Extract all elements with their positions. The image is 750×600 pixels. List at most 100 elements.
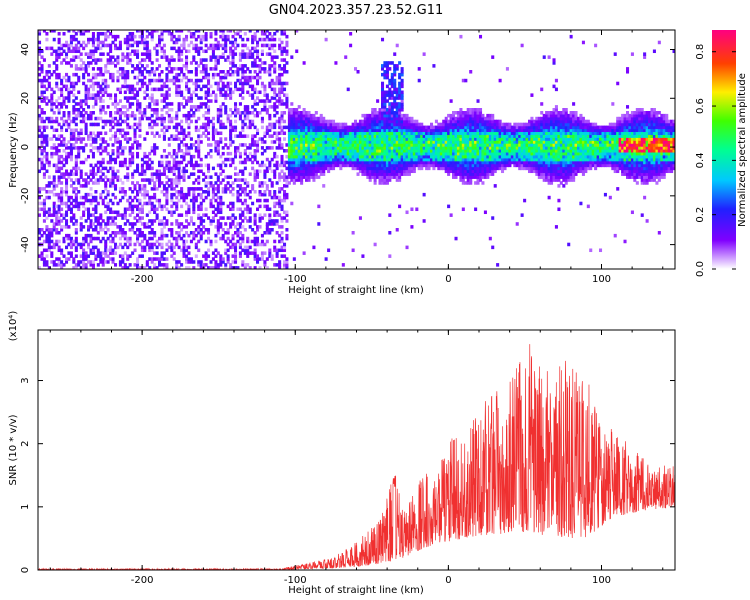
spectrogram-cell	[118, 111, 122, 115]
spectrogram-cell	[292, 122, 296, 127]
spectrogram-cell	[354, 122, 358, 127]
spectrogram-cell	[101, 78, 105, 83]
spectrogram-cell	[295, 137, 299, 141]
spectrogram-cell	[72, 137, 76, 141]
spectrogram-cell	[407, 137, 411, 141]
spectrogram-cell	[388, 143, 392, 147]
spectrogram-cell	[170, 166, 174, 171]
spectrogram-cell	[72, 181, 76, 185]
spectrogram-cell	[91, 245, 95, 250]
spectrogram-cell	[65, 233, 69, 238]
spectrogram-cell	[297, 119, 301, 124]
spectrogram-cell	[427, 146, 431, 150]
spectrogram-cell	[57, 75, 61, 80]
spectrogram-cell	[332, 160, 336, 165]
spectrogram-cell	[317, 128, 321, 133]
spectrogram-cell	[253, 140, 257, 144]
spectrogram-cell	[295, 151, 299, 156]
spectrogram-cell	[45, 137, 49, 141]
spectrogram-cell	[219, 201, 223, 206]
spectrogram-cell	[128, 222, 132, 226]
spectrogram-cell	[121, 233, 125, 238]
spectrogram-cell	[109, 72, 113, 77]
spectrogram-cell	[400, 67, 404, 71]
spectrogram-cell	[55, 204, 59, 209]
spectrogram-cell	[104, 187, 108, 191]
spectrogram-cell	[136, 151, 140, 156]
spectrogram-cell	[167, 30, 171, 33]
spectrogram-cell	[283, 263, 287, 267]
spectrogram-cell	[128, 187, 132, 191]
spectrogram-cell	[170, 70, 174, 74]
spectrogram-cell	[229, 263, 233, 267]
spectrogram-cell	[256, 102, 260, 106]
spectrogram-cell	[65, 154, 69, 159]
spectrogram-cell	[366, 149, 370, 153]
spectrogram-cell	[356, 154, 360, 159]
spectrogram-cell	[194, 119, 198, 124]
spectrogram-cell	[104, 195, 108, 200]
spectrogram-cell	[116, 210, 120, 215]
spectrogram-cell	[170, 231, 174, 235]
spectrogram-cell	[393, 102, 397, 106]
spectrogram-cell	[236, 111, 240, 115]
spectrogram-cell	[87, 64, 91, 68]
spectrogram-cell	[79, 254, 83, 258]
spectrogram-cell	[283, 125, 287, 130]
spectrogram-cell	[260, 52, 264, 56]
spectrogram-cell	[278, 266, 282, 269]
spectrogram-cell	[150, 242, 154, 247]
spectrogram-cell	[38, 105, 42, 109]
spectrogram-cell	[444, 157, 448, 162]
spectrogram-cell	[207, 116, 211, 121]
spectrogram-cell	[219, 254, 223, 258]
spectrogram-cell	[270, 219, 274, 223]
spectrogram-cell	[72, 116, 76, 121]
spectrogram-cell	[300, 116, 304, 121]
spectrogram-cell	[72, 213, 76, 217]
spectrogram-cell	[390, 166, 394, 171]
spectrogram-cell	[172, 67, 176, 71]
spectrogram-cell	[405, 125, 409, 130]
spectrogram-cell	[319, 163, 323, 168]
spectrogram-cell	[165, 266, 169, 269]
spectrogram-cell	[69, 242, 73, 247]
spectrogram-cell	[283, 137, 287, 141]
spectrogram-cell	[197, 192, 201, 197]
spectrogram-cell	[442, 131, 446, 136]
spectrogram-cell	[248, 49, 252, 54]
spectrogram-cell	[336, 154, 340, 159]
spectrogram-cell	[234, 113, 238, 118]
spectrogram-cell	[234, 37, 238, 42]
spectrogram-cell	[214, 181, 218, 185]
spectrogram-cell	[373, 172, 377, 176]
spectrogram-cell	[192, 266, 196, 269]
spectrogram-cell	[216, 84, 220, 89]
spectrogram-cell	[74, 195, 78, 200]
spectrogram-cell	[305, 119, 309, 124]
spectrogram-cell	[432, 64, 436, 68]
spectrogram-cell	[133, 40, 137, 45]
spectrogram-cell	[285, 102, 289, 106]
spectrogram-cell	[153, 231, 157, 235]
spectrogram-cell	[393, 131, 397, 136]
spectrogram-cell	[344, 137, 348, 141]
spectrogram-cell	[216, 225, 220, 229]
spectrogram-cell	[45, 239, 49, 244]
spectrogram-cell	[42, 201, 46, 206]
spectrogram-cell	[187, 87, 191, 92]
spectrogram-cell	[388, 81, 392, 86]
spectrogram-cell	[403, 169, 407, 174]
spectrogram-cell	[150, 195, 154, 200]
spectrogram-cell	[238, 160, 242, 165]
spectrogram-cell	[226, 37, 230, 42]
spectrogram-cell	[136, 198, 140, 203]
spectrogram-cell	[241, 178, 245, 182]
spectrogram-cell	[214, 263, 218, 267]
spectrogram-cell	[309, 154, 313, 159]
spectrogram-cell	[148, 72, 152, 77]
spectrogram-cell	[371, 137, 375, 141]
spectrogram-cell	[354, 137, 358, 141]
spectrogram-cell	[344, 146, 348, 150]
spectrogram-cell	[231, 90, 235, 95]
